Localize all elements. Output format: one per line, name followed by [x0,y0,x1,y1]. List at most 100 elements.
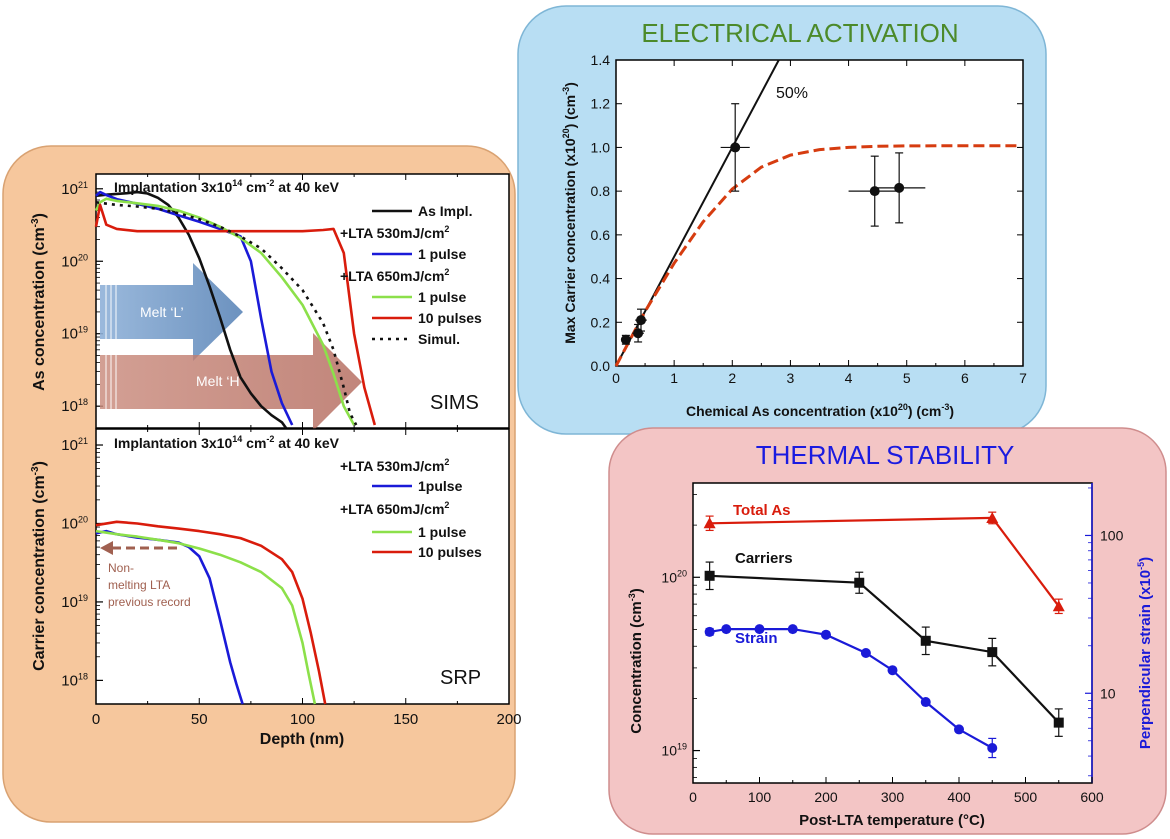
melt-l-arrow: Melt ‘L’ [100,263,243,361]
ts-xlabel: Post-LTA temperature (°C) [799,812,985,829]
ts-point [1053,717,1064,728]
srp-heading: Implantation 3x1014 cm-2 at 40 keV [114,434,340,451]
ea-ytick-label: 0.6 [591,227,611,243]
ts-series-3 [709,627,993,749]
srp-xtick-label: 200 [496,711,521,728]
ts-plot: 0 100 200 300 400 500 600 1020 1019 100 10 Total A… [661,482,1124,805]
srp-xtick-label: 100 [290,711,315,728]
ts-point [954,724,964,735]
ts-ylabel-right: Perpendicular strain (x10-5) [1136,557,1154,749]
ea-xtick-label: 4 [845,370,853,386]
ts-ytick-left-label: 1020 [661,568,687,585]
ea-xtick-label: 5 [903,370,911,386]
legend-650-1pulse: 1 pulse [418,289,466,305]
ea-point [636,315,647,326]
srp-legend: +LTA 530mJ/cm2 1pulse +LTA 650mJ/cm2 1 p… [340,457,482,560]
ea-point [894,182,905,193]
ea-annotation: 50% [776,85,808,102]
legend-650-10pulses: 10 pulses [418,310,482,326]
ea-ytick-label: 0.8 [591,183,611,199]
ea-title: ELECTRICAL ACTIVATION [641,18,958,48]
ts-point [987,647,998,658]
sims-ytick-label: 1019 [61,325,88,343]
sims-ytick-label: 1018 [61,397,88,415]
ts-ytick-right-label: 100 [1100,527,1124,543]
ea-xlabel: Chemical As concentration (x1020) (cm-3) [686,402,954,419]
ts-xtick-label: 400 [947,789,971,805]
legend-simul: Simul. [418,331,460,347]
melt-h-label: Melt ‘H’ [196,373,243,389]
ts-point [887,665,898,676]
srp-series-3 [95,520,327,705]
legend-srp-530-1pulse: 1pulse [418,478,463,494]
ea-ytick-label: 1.0 [591,139,611,155]
ts-point [704,626,715,637]
ts-point [754,624,765,635]
ea-point [620,334,631,345]
legend-lta530: +LTA 530mJ/cm2 [340,224,449,241]
ts-label-carriers: Carriers [735,550,793,567]
srp-xtick-label: 150 [393,711,418,728]
ea-xtick-label: 1 [670,370,678,386]
ts-ytick-left-label: 1019 [661,742,687,759]
sims-ytick-label: 1020 [61,252,88,270]
ea-ytick-label: 0.0 [591,358,611,374]
melt-l-label: Melt ‘L’ [140,304,184,320]
legend-as-impl: As Impl. [418,203,472,219]
ts-xtick-label: 100 [748,789,772,805]
srp-xlabel: Depth (nm) [260,731,344,748]
srp-corner-label: SRP [440,667,481,689]
ea-plot: 0 1 2 3 4 5 6 7 0.0 0.2 0.4 0.6 0.8 1.0 1.2 1.4 50% [591,52,1028,386]
ts-point [860,647,871,658]
legend-srp-lta530: +LTA 530mJ/cm2 [340,457,449,474]
srp-xtick-label: 0 [92,711,100,728]
sims-heading: Implantation 3x1014 cm-2 at 40 keV [114,178,340,195]
srp-ytick-label: 1018 [61,671,88,689]
ts-xtick-label: 300 [881,789,905,805]
sims-plot: 1021 1020 1019 1018 Melt ‘L’ Melt ‘H’ Impla… [61,173,510,431]
ea-point [730,142,741,153]
ts-xtick-label: 200 [814,789,838,805]
srp-xtick-label: 50 [191,711,208,728]
ea-point [869,186,880,197]
sims-series-1 [95,190,288,429]
ts-point [787,624,798,635]
srp-ytick-label: 1021 [61,436,88,454]
ts-title: THERMAL STABILITY [756,440,1015,470]
ea-xtick-label: 2 [728,370,736,386]
ts-point [987,742,998,753]
ea-ytick-label: 1.4 [591,52,611,68]
ea-xtick-label: 0 [612,370,620,386]
sims-series-4 [94,203,377,426]
ts-label-total: Total As [733,502,791,519]
srp-ylabel: Carrier concentration (cm-3) [30,461,48,671]
legend-lta650: +LTA 650mJ/cm2 [340,267,449,284]
sims-series-3 [94,197,356,426]
legend-srp-650-10pulses: 10 pulses [418,544,482,560]
sims-corner-label: SIMS [430,392,479,414]
ea-ylabel: Max Carrier concentration (x1020) (cm-3) [561,82,578,344]
ts-label-strain: Strain [735,630,778,647]
sims-series-2 [95,190,294,426]
ts-point [920,635,931,646]
melt-h-arrow: Melt ‘H’ [100,333,362,431]
ts-xtick-label: 600 [1080,789,1104,805]
ea-ytick-label: 1.2 [591,96,611,112]
ts-point [986,511,999,523]
non-melting-arrow [100,541,182,555]
ts-point [821,629,831,640]
ts-xtick-label: 500 [1014,789,1038,805]
non-melting-note: Non- melting LTA previous record [108,561,191,609]
ea-saturation-curve [614,144,1018,367]
srp-plot: 1021 1020 1019 1018 0 50 100 150 200 Implantatio… [61,428,522,728]
ts-ylabel-left: Concentration (cm-3) [627,588,645,734]
sims-series-5 [95,201,358,426]
ts-point [1052,600,1065,612]
legend-srp-650-1pulse: 1 pulse [418,524,466,540]
ts-point [920,697,931,708]
legend-530-1pulse: 1 pulse [418,246,466,262]
ea-xtick-label: 6 [961,370,969,386]
sims-legend: As Impl. +LTA 530mJ/cm2 1 pulse +LTA 650… [340,203,482,347]
ts-point [721,624,732,635]
